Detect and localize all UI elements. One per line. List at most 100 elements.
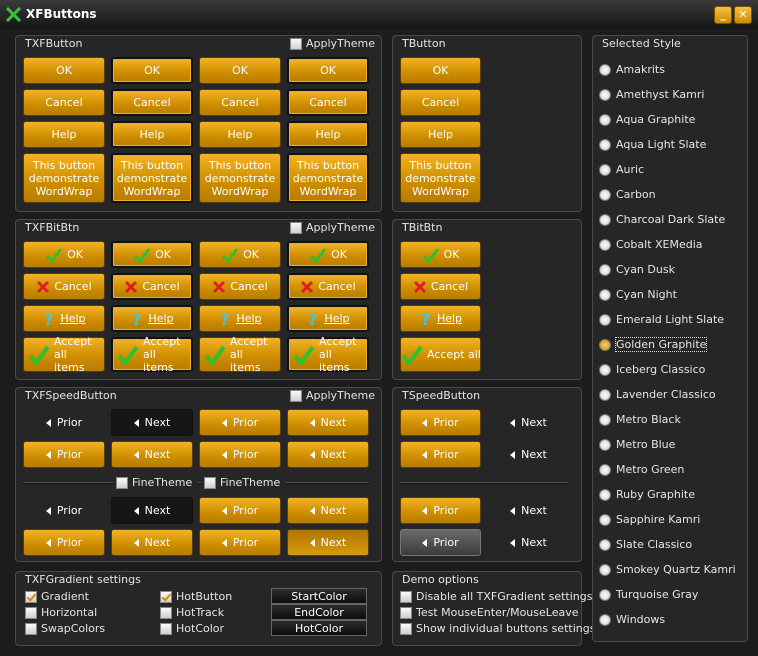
checkbox-label[interactable]: Disable all TXFGradient settings	[416, 590, 593, 603]
checkbox[interactable]	[290, 38, 302, 50]
speed-button[interactable]: Next	[111, 409, 193, 436]
speed-button[interactable]: Prior	[199, 497, 281, 524]
radio-label[interactable]: Aqua Graphite	[616, 113, 696, 126]
xf-button[interactable]: Help	[199, 121, 281, 148]
bit-button[interactable]: Accept all items	[400, 337, 481, 372]
speed-button[interactable]: Next	[287, 441, 369, 468]
xf-button[interactable]: OK	[23, 57, 105, 84]
radio-label[interactable]: Lavender Classico	[616, 388, 716, 401]
speed-button[interactable]: Prior	[199, 441, 281, 468]
xf-button[interactable]: Cancel	[199, 89, 281, 116]
speed-button[interactable]: Next	[287, 409, 369, 436]
checkbox[interactable]	[204, 477, 216, 489]
bit-button[interactable]: OK	[111, 241, 193, 268]
speed-button[interactable]: Next	[488, 409, 569, 436]
radio-label[interactable]: Cyan Dusk	[616, 263, 675, 276]
radio-button[interactable]	[599, 389, 611, 401]
bit-button[interactable]: Cancel	[199, 273, 281, 300]
speed-button[interactable]: Prior	[199, 529, 281, 556]
radio-button[interactable]	[599, 189, 611, 201]
button[interactable]: OK	[400, 57, 481, 84]
xf-button[interactable]: Help	[287, 121, 369, 148]
checkbox[interactable]	[160, 607, 172, 619]
bit-button[interactable]: ? Help	[400, 305, 481, 332]
xf-button[interactable]: This button demonstrate WordWrap	[23, 153, 105, 203]
checkbox-label[interactable]: ApplyTheme	[306, 221, 375, 234]
xf-button[interactable]: This button demonstrate WordWrap	[287, 153, 369, 203]
xf-button[interactable]: This button demonstrate WordWrap	[199, 153, 281, 203]
bit-button[interactable]: ? Help	[111, 305, 193, 332]
radio-label[interactable]: Emerald Light Slate	[616, 313, 725, 326]
radio-label[interactable]: Windows	[616, 613, 666, 626]
checkbox[interactable]	[400, 591, 412, 603]
bit-button[interactable]: Accept all items	[199, 335, 281, 374]
radio-label[interactable]: Sapphire Kamri	[616, 513, 701, 526]
radio-label[interactable]: Auric	[616, 163, 645, 176]
checkbox[interactable]	[290, 390, 302, 402]
checkbox-label[interactable]: HotColor	[176, 622, 225, 635]
radio-label[interactable]: Charcoal Dark Slate	[616, 213, 726, 226]
xf-button[interactable]: Cancel	[111, 89, 193, 116]
radio-button[interactable]	[599, 339, 611, 351]
radio-label[interactable]: Slate Classico	[616, 538, 693, 551]
radio-button[interactable]	[599, 364, 611, 376]
radio-label[interactable]: Iceberg Classico	[616, 363, 706, 376]
radio-label[interactable]: Cyan Night	[616, 288, 677, 301]
checkbox[interactable]	[25, 623, 37, 635]
radio-label[interactable]: Ruby Graphite	[616, 488, 695, 501]
radio-label[interactable]: Amethyst Kamri	[616, 88, 705, 101]
speed-button[interactable]: Next	[111, 441, 193, 468]
speed-button[interactable]: Next	[488, 497, 569, 524]
xf-button[interactable]: OK	[287, 57, 369, 84]
checkbox-label[interactable]: Test MouseEnter/MouseLeave	[416, 606, 579, 619]
bit-button[interactable]: OK	[23, 241, 105, 268]
checkbox-label[interactable]: FineTheme	[220, 476, 281, 489]
radio-label[interactable]: Metro Black	[616, 413, 681, 426]
speed-button[interactable]: Prior	[400, 409, 481, 436]
bit-button[interactable]: ? Help	[199, 305, 281, 332]
radio-button[interactable]	[599, 164, 611, 176]
speed-button[interactable]: Prior	[199, 409, 281, 436]
bit-button[interactable]: OK	[199, 241, 281, 268]
radio-button[interactable]	[599, 589, 611, 601]
radio-label[interactable]: Turquoise Gray	[616, 588, 699, 601]
bit-button[interactable]: Accept all items	[23, 335, 105, 374]
radio-button[interactable]	[599, 114, 611, 126]
checkbox-label[interactable]: Gradient	[41, 590, 89, 603]
xf-button[interactable]: OK	[199, 57, 281, 84]
checkbox-label[interactable]: HotTrack	[176, 606, 225, 619]
radio-button[interactable]	[599, 489, 611, 501]
radio-button[interactable]	[599, 414, 611, 426]
radio-label[interactable]: Metro Blue	[616, 438, 676, 451]
radio-label[interactable]: Aqua Light Slate	[616, 138, 707, 151]
speed-button[interactable]: Prior	[23, 497, 105, 524]
checkbox-label[interactable]: SwapColors	[41, 622, 106, 635]
radio-button[interactable]	[599, 214, 611, 226]
color-button[interactable]: HotColor	[271, 620, 367, 636]
radio-label[interactable]: Carbon	[616, 188, 656, 201]
bit-button[interactable]: OK	[287, 241, 369, 268]
radio-button[interactable]	[599, 289, 611, 301]
radio-button[interactable]	[599, 614, 611, 626]
radio-label[interactable]: Amakrits	[616, 63, 665, 76]
bit-button[interactable]: ? Help	[23, 305, 105, 332]
bit-button[interactable]: ? Help	[287, 305, 369, 332]
radio-label[interactable]: Metro Green	[616, 463, 685, 476]
radio-button[interactable]	[599, 464, 611, 476]
checkbox-label[interactable]: Show individual buttons settings	[416, 622, 596, 635]
checkbox-label[interactable]: ApplyTheme	[306, 389, 375, 402]
bit-button[interactable]: Accept all items	[111, 335, 193, 374]
speed-button[interactable]: Next	[111, 529, 193, 556]
xf-button[interactable]: Help	[23, 121, 105, 148]
xf-button[interactable]: Cancel	[287, 89, 369, 116]
checkbox-label[interactable]: ApplyTheme	[306, 37, 375, 50]
checkbox[interactable]	[400, 623, 412, 635]
xf-button[interactable]: Help	[111, 121, 193, 148]
radio-button[interactable]	[599, 439, 611, 451]
minimize-button[interactable]: _	[714, 6, 732, 24]
checkbox[interactable]	[160, 623, 172, 635]
checkbox[interactable]	[160, 591, 172, 603]
speed-button[interactable]: Next	[488, 441, 569, 468]
speed-button[interactable]: Next	[287, 497, 369, 524]
button[interactable]: Cancel	[400, 89, 481, 116]
